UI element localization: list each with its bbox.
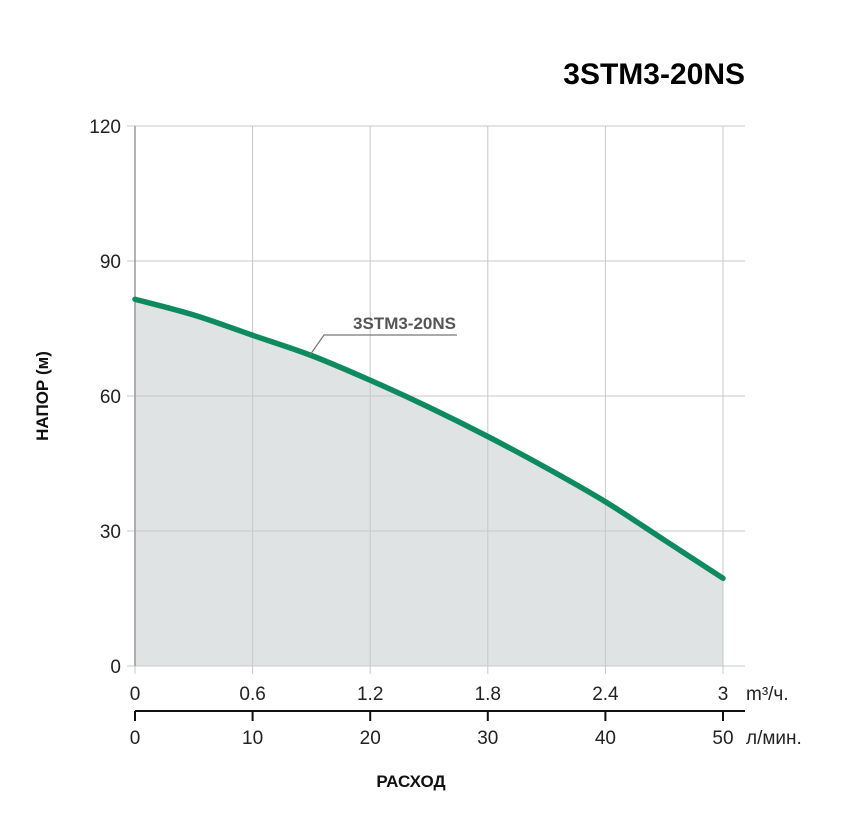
x-axis-title: РАСХОД: [376, 772, 445, 791]
axes: [134, 126, 745, 721]
x-tick-label-primary: 3: [718, 684, 729, 705]
y-axis-title: НАПОР (м): [33, 351, 52, 441]
series-label-leader: [309, 334, 457, 356]
x-tick-label-secondary: 10: [242, 728, 263, 749]
x-tick-label-primary: 0: [130, 684, 141, 705]
x-tick-label-secondary: 30: [477, 728, 498, 749]
y-tick-label: 60: [100, 387, 121, 408]
x-unit-primary: m³/ч.: [746, 684, 789, 705]
x-tick-label-primary: 0.6: [239, 684, 265, 705]
y-tick-label: 30: [100, 522, 121, 543]
x-tick-label-secondary: 20: [360, 728, 381, 749]
y-tick-label: 120: [89, 117, 121, 138]
x-tick-label-secondary: 50: [712, 728, 733, 749]
series-label: 3STM3-20NS: [353, 314, 456, 333]
x-tick-label-primary: 1.8: [475, 684, 501, 705]
area-fill: [135, 299, 723, 666]
chart-title: 3STM3-20NS: [563, 58, 745, 91]
x-tick-label-primary: 1.2: [357, 684, 383, 705]
y-tick-label: 0: [110, 657, 121, 678]
tick-labels: 0 30 60 90 120 0 0.6 1.2 1.8 2.4 3 m³/ч. 0 10 20 30 40 50…: [89, 117, 802, 749]
series-layer: [132, 296, 726, 581]
x-tick-label-secondary: 0: [130, 728, 141, 749]
x-tick-label-primary: 2.4: [592, 684, 619, 705]
x-tick-label-secondary: 40: [595, 728, 616, 749]
y-tick-label: 90: [100, 252, 121, 273]
plot-area: [135, 299, 723, 666]
x-unit-secondary: л/мин.: [746, 728, 802, 749]
series-line: [132, 296, 726, 581]
